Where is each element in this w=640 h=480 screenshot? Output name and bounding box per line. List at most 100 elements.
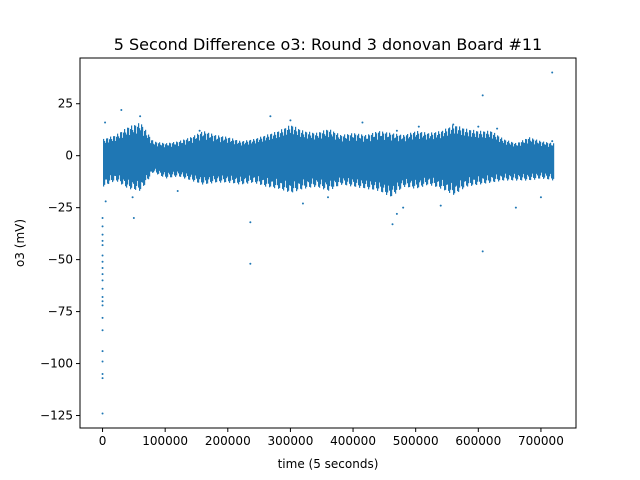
data-band-strip xyxy=(203,135,205,183)
y-axis-label: o3 (mV) xyxy=(13,219,27,267)
data-band-strip xyxy=(411,134,413,181)
data-band-strip xyxy=(360,138,362,186)
data-band-strip xyxy=(549,143,551,177)
data-band-strip xyxy=(538,143,540,179)
data-band-strip xyxy=(267,134,269,178)
data-point xyxy=(289,119,292,122)
data-band-strip xyxy=(479,133,481,182)
data-band-strip xyxy=(209,137,211,178)
data-band-strip xyxy=(152,140,154,173)
data-band-strip xyxy=(239,140,241,182)
data-band-strip xyxy=(413,133,415,189)
data-band-strip xyxy=(202,136,204,185)
data-band-strip xyxy=(502,140,504,181)
x-tick-label: 600000 xyxy=(455,434,501,448)
data-point xyxy=(101,372,104,375)
data-band-strip xyxy=(126,134,128,188)
y-axis-ticks: 25 0 −25 −50 −75 −100 −125 xyxy=(40,97,80,423)
data-band-strip xyxy=(165,144,167,177)
data-band-strip xyxy=(352,137,354,180)
data-point xyxy=(269,115,272,118)
data-band-strip xyxy=(355,134,357,187)
data-band-strip xyxy=(179,141,181,177)
data-band-strip xyxy=(181,143,183,175)
data-point xyxy=(132,217,135,220)
data-band-strip xyxy=(247,141,249,184)
data-band-strip xyxy=(458,130,460,192)
data-band-strip xyxy=(504,139,506,178)
y-tick-label: −125 xyxy=(40,409,73,423)
data-band-strip xyxy=(207,133,209,184)
data-band-strip xyxy=(519,142,521,177)
data-point xyxy=(101,233,104,236)
data-band-strip xyxy=(334,133,336,181)
data-band-strip xyxy=(398,141,400,187)
data-band-strip xyxy=(369,135,371,188)
data-band-strip xyxy=(512,142,514,181)
data-band-strip xyxy=(226,138,228,179)
data-band-strip xyxy=(294,129,296,182)
data-band-strip xyxy=(163,143,165,175)
data-band-strip xyxy=(264,135,266,186)
data-point xyxy=(249,262,252,265)
data-band-strip xyxy=(436,137,438,187)
data-band-strip xyxy=(234,144,236,183)
data-band-strip xyxy=(441,131,443,186)
data-band-strip xyxy=(121,132,123,185)
data-band-strip xyxy=(393,133,395,186)
data-band-strip xyxy=(302,130,304,186)
data-band-strip xyxy=(219,137,221,182)
data-band-strip xyxy=(400,134,402,189)
data-band-strip xyxy=(213,141,215,176)
data-band-strip xyxy=(491,131,493,178)
data-band-strip xyxy=(476,131,478,186)
data-band-strip xyxy=(389,132,391,191)
data-band-strip xyxy=(348,135,350,179)
data-band-strip xyxy=(109,139,111,181)
data-band-strip xyxy=(295,126,297,188)
data-band-strip xyxy=(384,139,386,185)
data-band-strip xyxy=(375,131,377,182)
data-point xyxy=(101,350,104,353)
data-band-strip xyxy=(260,136,262,185)
data-band-strip xyxy=(546,142,548,176)
data-band-strip xyxy=(284,128,286,188)
data-band-strip xyxy=(115,140,117,177)
data-point xyxy=(551,140,554,143)
data-band-strip xyxy=(495,136,497,179)
data-band-strip xyxy=(328,137,330,191)
data-band-strip xyxy=(237,143,239,183)
data-point xyxy=(139,115,142,118)
data-band-strip xyxy=(246,140,248,183)
data-band-strip xyxy=(386,132,388,195)
data-band-strip xyxy=(143,135,145,186)
data-band-strip xyxy=(467,132,469,187)
data-band-strip xyxy=(510,144,512,177)
data-point xyxy=(249,221,252,224)
data-band-strip xyxy=(415,136,417,180)
data-band-strip xyxy=(487,130,489,176)
data-band-strip xyxy=(283,135,285,191)
data-band-strip xyxy=(385,133,387,192)
data-band-strip xyxy=(409,136,411,188)
data-band-strip xyxy=(445,128,447,190)
data-band-strip xyxy=(446,131,448,185)
data-band-strip xyxy=(366,138,368,181)
data-point xyxy=(101,273,104,276)
data-band-strip xyxy=(304,137,306,186)
data-band-strip xyxy=(103,138,105,187)
y-tick-label: 25 xyxy=(58,97,73,111)
data-band-strip xyxy=(376,133,378,189)
data-band-strip xyxy=(402,138,404,181)
data-band-strip xyxy=(322,133,324,187)
data-band-strip xyxy=(548,146,550,180)
data-band-strip xyxy=(139,128,141,191)
data-band-strip xyxy=(180,140,182,177)
data-band-strip xyxy=(437,135,439,182)
data-band-strip xyxy=(345,137,347,185)
data-band-strip xyxy=(238,142,240,185)
data-band-strip xyxy=(401,139,403,184)
data-band-strip xyxy=(397,135,399,183)
data-band-strip xyxy=(353,137,355,182)
